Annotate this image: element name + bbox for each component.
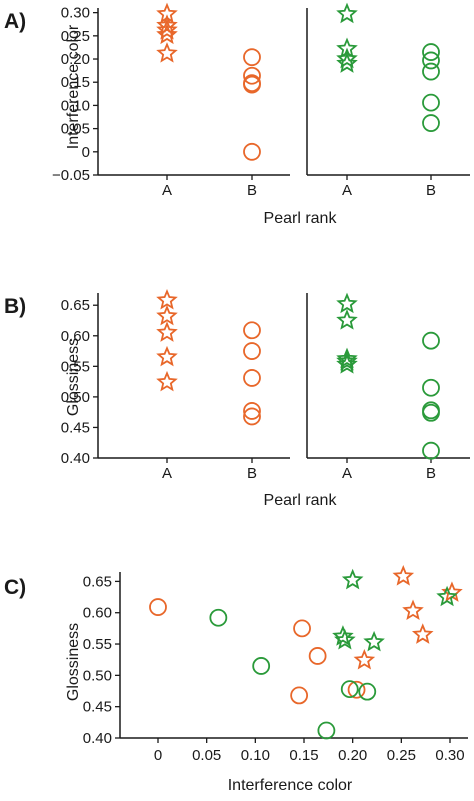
panel-b-y-tick-label: 0.45 (61, 419, 90, 436)
panel-a-y-tick-label: −0.05 (52, 167, 90, 184)
panel-c-orange-circle-point (347, 680, 366, 699)
panel-c-green-star-point (363, 630, 385, 652)
panel-b-x-tick-label: B (247, 465, 257, 482)
panel-a-orange-circle-point (243, 66, 261, 85)
panel-a-y-tick-label: 0.05 (61, 121, 90, 138)
panel-c-y-tick-label: 0.50 (83, 667, 112, 684)
panel-b-x-tick-label: B (426, 465, 436, 482)
panel-c-orange-star-point (402, 599, 424, 621)
panel-a-ylabel: Interference color (65, 24, 82, 149)
panel-b-orange-circle-point (243, 321, 261, 340)
panel-b-orange-star-point (156, 288, 178, 310)
panel-a-y-tick-label: 0.15 (61, 74, 90, 91)
panel-c-x-tick-label: 0 (154, 747, 162, 764)
panel-c-orange-star-point (392, 565, 415, 586)
panel-b-x-tick-label: A (342, 465, 352, 482)
panel-a-green-circle-point (422, 51, 440, 70)
panel-b-y-tick-label: 0.65 (61, 297, 90, 314)
panel-c-orange-circle-point (290, 686, 309, 705)
panel-a-green-star-point (336, 52, 358, 73)
panel-b-green-circle-point (422, 441, 440, 460)
panel-b-orange-circle-point (243, 342, 261, 360)
panel-a-x-tick-label: B (247, 182, 257, 199)
panel-b-orange-circle-point (243, 407, 261, 426)
panel-c-x-tick-label: 0.20 (338, 747, 367, 764)
panel-c-x-tick-label: 0.15 (289, 747, 318, 764)
panel-a-green-star-point (336, 47, 358, 69)
panel-b-orange-star-point (156, 370, 178, 392)
panel-b-green-star-point (336, 350, 358, 371)
panel-a-x-tick-label: B (426, 182, 436, 199)
panel-a-orange-circle-point (243, 48, 261, 67)
panel-a-green-circle-point (422, 62, 440, 81)
panel-a-orange-star-point (156, 42, 178, 63)
panel-c-x-tick-label: 0.05 (192, 747, 221, 764)
panel-c-y-tick-label: 0.65 (83, 573, 112, 590)
panel-a-orange-star-point (156, 14, 178, 35)
panel-c-green-circle-point (209, 608, 228, 627)
panel-b-green-circle-point (422, 331, 440, 350)
panel-b-green-star-point (336, 347, 358, 369)
panel-b-ylabel: Glossiness (65, 338, 82, 416)
panel-a-orange-circle-point (243, 142, 261, 161)
panel-a-x-tick-label: A (342, 182, 352, 199)
panel-a-y-tick-label: 0.10 (61, 97, 90, 114)
panel-b-y-tick-label: 0.40 (61, 450, 90, 467)
panel-b-green-circle-point (422, 378, 440, 397)
panel-c-green-circle-point (252, 657, 271, 675)
panel-c-orange-circle-point (308, 647, 327, 665)
panel-c-green-star-point (436, 585, 458, 607)
panel-b-xlabel: Pearl rank (264, 492, 338, 509)
panel-label-a: A) (4, 10, 26, 33)
panel-a-green-circle-point (422, 114, 440, 132)
panel-label-c: C) (4, 576, 26, 599)
panel-a-green-circle-point (422, 43, 440, 61)
panel-c-green-star-point (334, 628, 356, 650)
panel-c-x-tick-label: 0.30 (435, 747, 464, 764)
panel-b-x-tick-label: A (162, 465, 172, 482)
panel-c-green-circle-point (340, 680, 359, 699)
panel-b-green-star-point (336, 309, 358, 330)
panel-a-orange-star-point (156, 23, 178, 45)
panel-label-b: B) (4, 295, 26, 318)
panel-a-xlabel: Pearl rank (264, 210, 338, 227)
panel-c-green-star-point (332, 625, 354, 646)
panel-a-y-tick-label: 0.25 (61, 28, 90, 45)
panel-c-ylabel: Glossiness (65, 623, 82, 701)
panel-a-orange-circle-point (243, 75, 261, 94)
panel-c-green-star-point (341, 568, 364, 590)
panel-a-x-tick-label: A (162, 182, 172, 199)
panel-c-orange-circle-point (293, 619, 311, 638)
panel-b-y-tick-label: 0.55 (61, 358, 90, 375)
panel-c-green-circle-point (317, 721, 336, 740)
panel-b-orange-star-point (156, 345, 178, 367)
panel-c-y-tick-label: 0.45 (83, 699, 112, 716)
panel-c-orange-star-point (411, 623, 434, 644)
panel-c-y-tick-label: 0.60 (83, 605, 112, 622)
panel-c-green-circle-point (358, 682, 377, 701)
panel-b-orange-star-point (156, 321, 178, 342)
panel-c-orange-circle-point (149, 598, 167, 616)
panel-b-y-tick-label: 0.50 (61, 389, 90, 406)
panel-b-green-star-point (336, 292, 358, 314)
panel-c-x-tick-label: 0.25 (387, 747, 416, 764)
panel-c-y-tick-label: 0.40 (83, 730, 112, 747)
panel-a-green-circle-point (422, 93, 440, 112)
panel-a-y-tick-label: 0 (82, 144, 90, 161)
panel-a-orange-star-point (156, 18, 178, 40)
panel-b-orange-star-point (156, 304, 178, 326)
panel-c-y-tick-label: 0.55 (83, 636, 112, 653)
panel-b-y-tick-label: 0.60 (61, 328, 90, 345)
panel-b-orange-circle-point (243, 402, 261, 420)
panel-c-orange-star-point (353, 648, 376, 670)
panel-b-orange-circle-point (243, 369, 261, 387)
panel-b-green-star-point (336, 353, 358, 374)
panel-a-y-tick-label: 0.30 (61, 5, 90, 22)
panel-c-x-tick-label: 0.10 (241, 747, 270, 764)
panel-b-green-circle-point (422, 403, 440, 422)
panel-c-xlabel: Interference color (228, 777, 353, 794)
panel-a-y-tick-label: 0.20 (61, 51, 90, 68)
panel-a-green-star-point (336, 2, 358, 24)
